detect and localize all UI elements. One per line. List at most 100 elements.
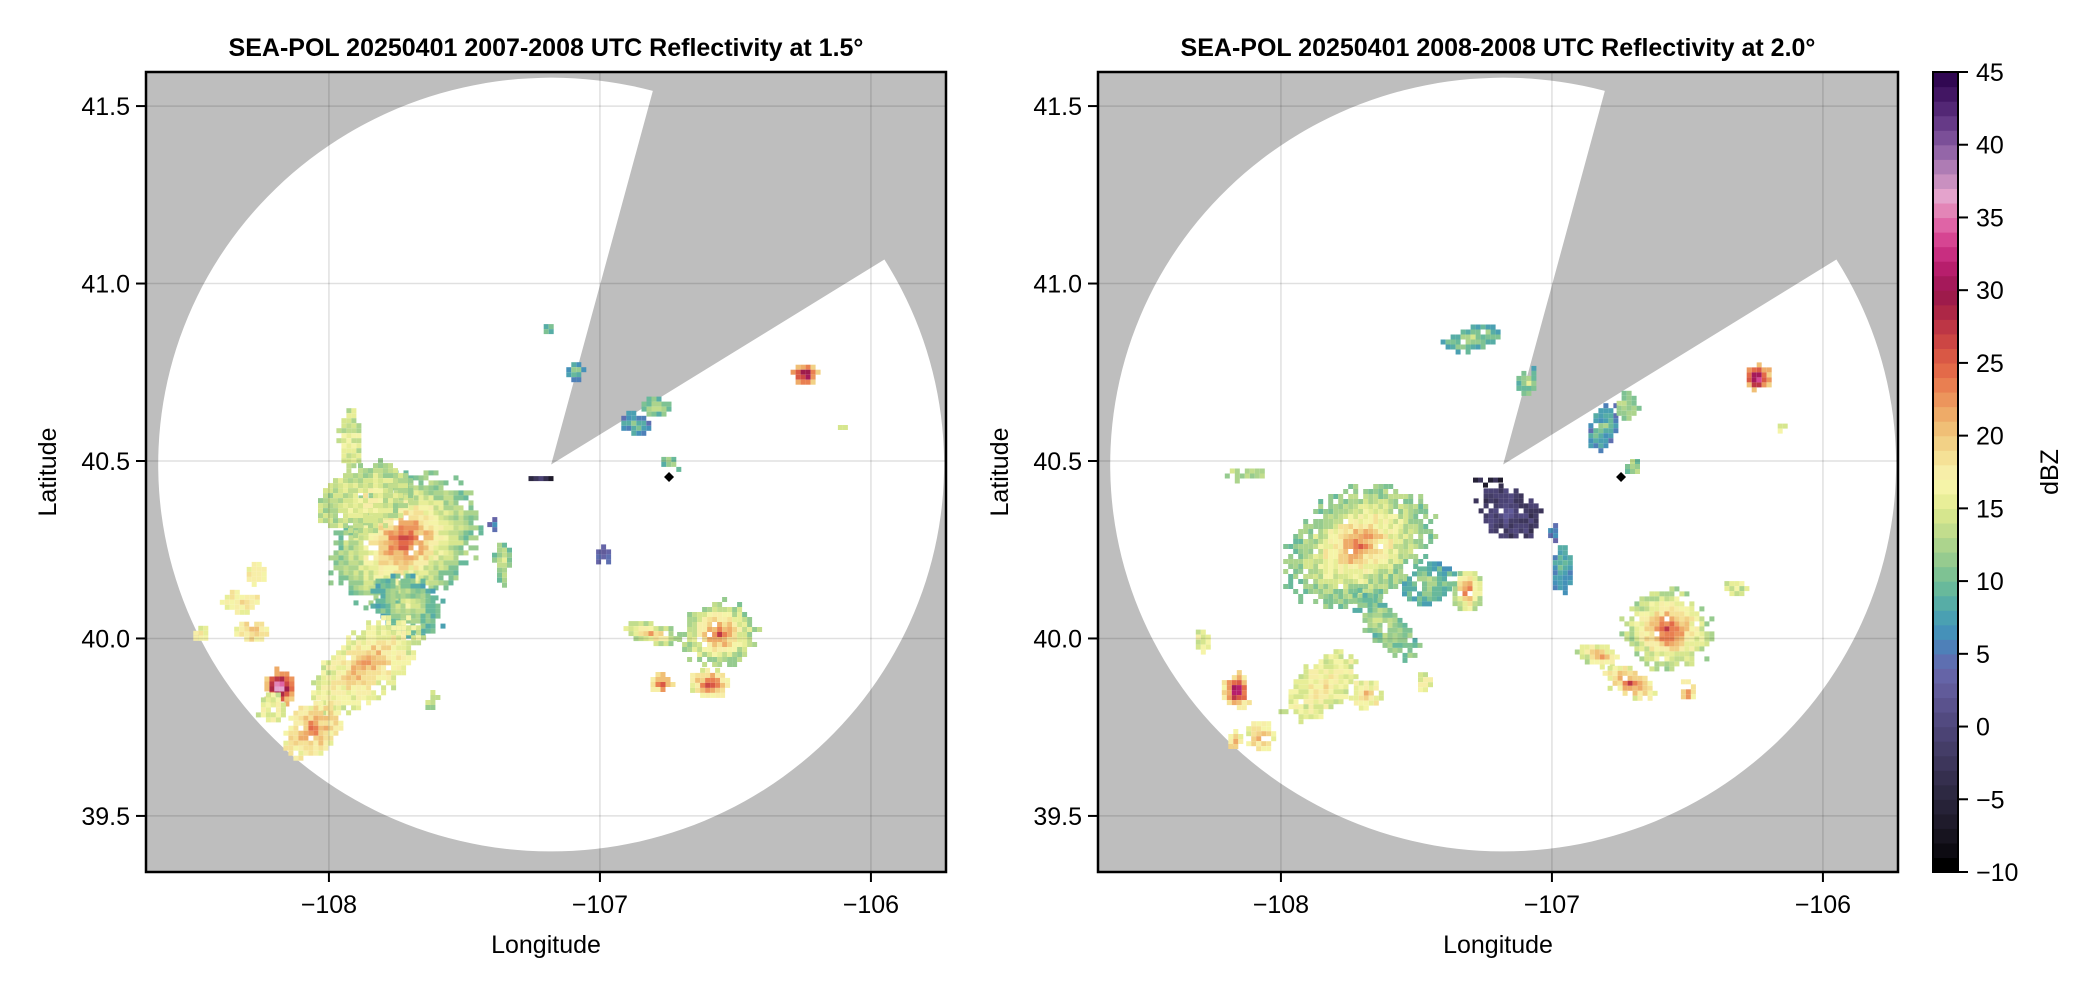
echo-pixel bbox=[1393, 539, 1399, 544]
echo-pixel bbox=[333, 550, 339, 556]
echo-pixel bbox=[1246, 741, 1252, 747]
echo-pixel bbox=[380, 583, 386, 589]
echo-pixel bbox=[1644, 646, 1650, 652]
echo-pixel bbox=[403, 500, 409, 506]
echo-pixel bbox=[458, 535, 464, 541]
echo-pixel bbox=[410, 628, 416, 634]
echo-pixel bbox=[1328, 689, 1334, 695]
echo-pixel bbox=[383, 508, 388, 514]
echo-pixel bbox=[381, 660, 387, 666]
echo-pixel bbox=[1664, 651, 1670, 657]
echo-pixel bbox=[361, 695, 367, 701]
echo-pixel bbox=[358, 580, 364, 586]
echo-pixel bbox=[1607, 675, 1613, 681]
echo-pixel bbox=[606, 559, 612, 565]
echo-pixel bbox=[1241, 675, 1247, 681]
echo-pixel bbox=[665, 682, 671, 687]
reflectivity-echoes bbox=[1195, 324, 1788, 752]
echo-pixel bbox=[303, 720, 309, 726]
echo-pixel bbox=[348, 498, 353, 504]
echo-pixel bbox=[1378, 504, 1384, 509]
echo-pixel bbox=[423, 490, 429, 496]
echo-pixel bbox=[1377, 632, 1383, 638]
echo-pixel bbox=[274, 666, 280, 672]
echo-pixel bbox=[1450, 339, 1456, 345]
echo-pixel bbox=[403, 555, 409, 561]
echo-pixel bbox=[1338, 694, 1344, 700]
echo-pixel bbox=[1338, 554, 1344, 559]
echo-pixel bbox=[1483, 488, 1489, 494]
echo-pixel bbox=[1699, 626, 1705, 632]
echo-pixel bbox=[1413, 544, 1419, 549]
echo-pixel bbox=[621, 420, 627, 426]
diamond-marker bbox=[1616, 471, 1627, 482]
echo-pixel bbox=[430, 690, 436, 695]
echo-pixel bbox=[1475, 329, 1481, 335]
echo-pixel bbox=[368, 570, 374, 576]
echo-pixel bbox=[732, 652, 738, 657]
echo-pixel bbox=[396, 645, 402, 651]
echo-pixel bbox=[1373, 514, 1379, 519]
echo-pixel bbox=[361, 630, 367, 636]
echo-pixel bbox=[1639, 611, 1645, 617]
echo-pixel bbox=[1343, 599, 1349, 604]
echo-pixel bbox=[705, 692, 711, 698]
echo-pixel bbox=[1599, 644, 1605, 650]
echo-pixel bbox=[1685, 694, 1691, 700]
echo-pixel bbox=[438, 540, 444, 546]
echo-pixel bbox=[1621, 415, 1627, 421]
x-tick-label: −108 bbox=[1253, 891, 1309, 919]
echo-pixel bbox=[1485, 329, 1491, 335]
echo-pixel bbox=[1465, 344, 1471, 350]
echo-pixel bbox=[1462, 591, 1468, 597]
echo-pixel bbox=[333, 483, 338, 489]
echo-pixel bbox=[1599, 659, 1605, 665]
echo-pixel bbox=[351, 650, 357, 656]
echo-pixel bbox=[1627, 685, 1633, 691]
echo-pixel bbox=[1318, 569, 1324, 574]
echo-pixel bbox=[1398, 544, 1404, 549]
echo-pixel bbox=[1338, 679, 1344, 685]
echo-pixel bbox=[373, 560, 379, 566]
colorbar-swatch bbox=[1933, 828, 1958, 844]
echo-pixel bbox=[1393, 584, 1399, 589]
echo-pixel bbox=[418, 540, 424, 546]
echo-pixel bbox=[1518, 528, 1524, 534]
echo-pixel bbox=[1418, 544, 1424, 549]
echo-pixel bbox=[346, 640, 352, 646]
echo-pixel bbox=[1427, 601, 1432, 607]
echo-pixel bbox=[1303, 539, 1309, 544]
echo-pixel bbox=[366, 620, 372, 626]
echo-pixel bbox=[308, 740, 314, 746]
echo-pixel bbox=[1308, 554, 1314, 559]
echo-pixel bbox=[1626, 415, 1632, 421]
echo-pixel bbox=[1308, 589, 1314, 594]
echo-pixel bbox=[283, 730, 289, 736]
echo-pixel bbox=[348, 483, 353, 489]
echo-pixel bbox=[1493, 518, 1499, 524]
echo-pixel bbox=[1298, 594, 1304, 599]
echo-pixel bbox=[420, 628, 426, 634]
echo-pixel bbox=[363, 528, 368, 534]
echo-pixel bbox=[433, 515, 439, 521]
echo-pixel bbox=[368, 535, 374, 541]
echo-pixel bbox=[388, 503, 393, 509]
echo-pixel bbox=[1593, 413, 1599, 419]
echo-pixel bbox=[363, 555, 369, 561]
echo-pixel bbox=[351, 695, 357, 701]
echo-pixel bbox=[448, 515, 454, 521]
echo-pixel bbox=[408, 475, 414, 481]
echo-pixel bbox=[1659, 636, 1665, 642]
echo-pixel bbox=[423, 495, 429, 501]
echo-pixel bbox=[1644, 616, 1650, 622]
echo-pixel bbox=[378, 545, 384, 551]
echo-pixel bbox=[318, 508, 323, 514]
echo-pixel bbox=[1372, 617, 1378, 623]
echo-pixel bbox=[1358, 579, 1364, 584]
echo-pixel bbox=[331, 660, 337, 666]
echo-pixel bbox=[338, 478, 343, 484]
echo-pixel bbox=[1470, 324, 1476, 330]
echo-pixel bbox=[368, 518, 373, 524]
echo-pixel bbox=[1626, 395, 1632, 401]
echo-pixel bbox=[1393, 559, 1399, 564]
